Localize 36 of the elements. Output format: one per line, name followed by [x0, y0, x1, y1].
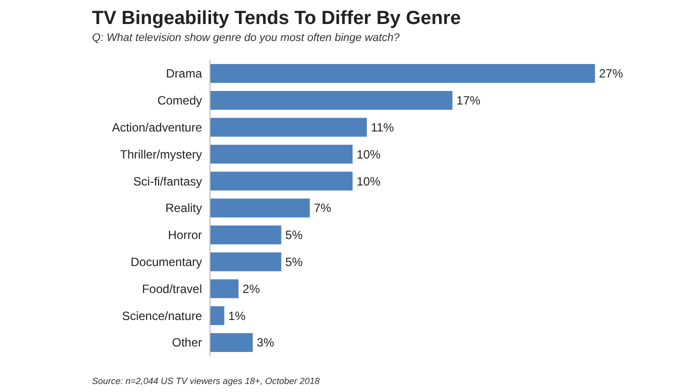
bar	[210, 144, 353, 164]
data-label: 5%	[285, 228, 303, 242]
y-tick-label: Other	[172, 336, 202, 350]
data-label: 11%	[370, 120, 394, 134]
bar	[210, 90, 452, 110]
source-note: Source: n=2,044 US TV viewers ages 18+, October 2018	[92, 376, 320, 386]
bar	[210, 306, 224, 326]
data-label: 3%	[256, 336, 274, 350]
y-tick-label: Comedy	[157, 94, 202, 108]
bar	[210, 279, 239, 298]
y-tick-label: Documentary	[130, 255, 202, 270]
y-tick-label: Science/nature	[122, 308, 202, 323]
bar	[210, 252, 282, 272]
bar	[210, 333, 253, 352]
data-label: 1%	[228, 308, 246, 323]
y-tick-label: Drama	[166, 66, 202, 81]
data-label: 7%	[314, 201, 332, 216]
y-tick-label: Thriller/mystery	[120, 147, 202, 162]
chart-subtitle: Q: What television show genre do you most often binge watch?	[92, 32, 400, 44]
y-tick-label: Food/travel	[142, 282, 202, 296]
y-tick-label: Reality	[165, 201, 202, 216]
bar	[210, 225, 282, 244]
y-tick-label: Horror	[168, 228, 202, 242]
bar	[210, 118, 367, 137]
bar	[210, 64, 595, 83]
data-label: 10%	[356, 147, 381, 162]
chart-title: TV Bingeability Tends To Differ By Genre	[92, 8, 461, 29]
data-label: 5%	[285, 255, 303, 270]
data-label: 17%	[456, 94, 481, 108]
bar	[210, 172, 353, 191]
data-label: 2%	[242, 282, 260, 296]
bar	[210, 198, 310, 218]
data-label: 27%	[599, 66, 624, 81]
y-tick-label: Sci-fi/fantasy	[133, 174, 202, 188]
y-tick-label: Action/adventure	[112, 120, 202, 134]
data-label: 10%	[356, 174, 381, 188]
